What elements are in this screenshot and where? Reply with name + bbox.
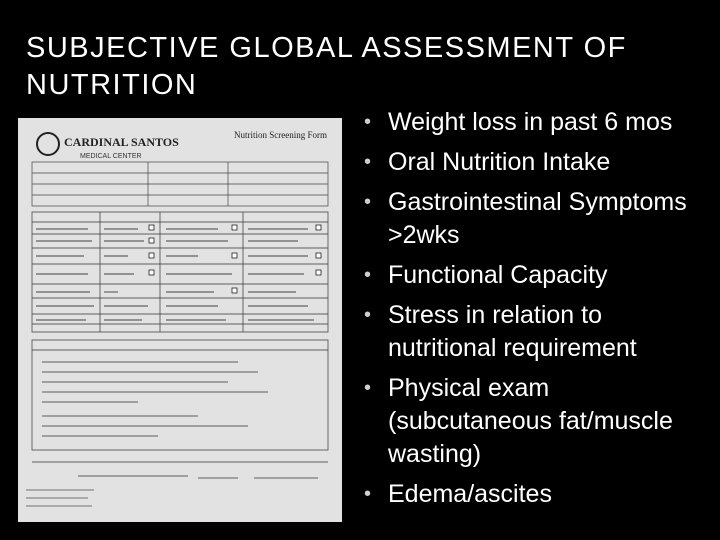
criteria-item: Edema/ascites — [364, 478, 714, 511]
nutrition-form-image: CARDINAL SANTOS MEDICAL CENTER Nutrition… — [18, 118, 342, 522]
criteria-item: Physical exam (subcutaneous fat/muscle w… — [364, 372, 714, 471]
criteria-item: Weight loss in past 6 mos — [364, 106, 714, 139]
slide-title: SUBJECTIVE GLOBAL ASSESSMENT OF NUTRITIO… — [26, 32, 627, 101]
criteria-item: Functional Capacity — [364, 259, 714, 292]
assessment-criteria-list: Weight loss in past 6 mos Oral Nutrition… — [364, 106, 714, 518]
form-logo-subtext: MEDICAL CENTER — [80, 153, 142, 160]
form-title: Nutrition Screening Form — [234, 130, 327, 140]
hospital-logo-icon — [36, 132, 60, 156]
criteria-item: Gastrointestinal Symptoms >2wks — [364, 186, 714, 252]
criteria-item: Stress in relation to nutritional requir… — [364, 299, 714, 365]
form-logo-text: CARDINAL SANTOS — [64, 135, 179, 149]
criteria-item: Oral Nutrition Intake — [364, 146, 714, 179]
